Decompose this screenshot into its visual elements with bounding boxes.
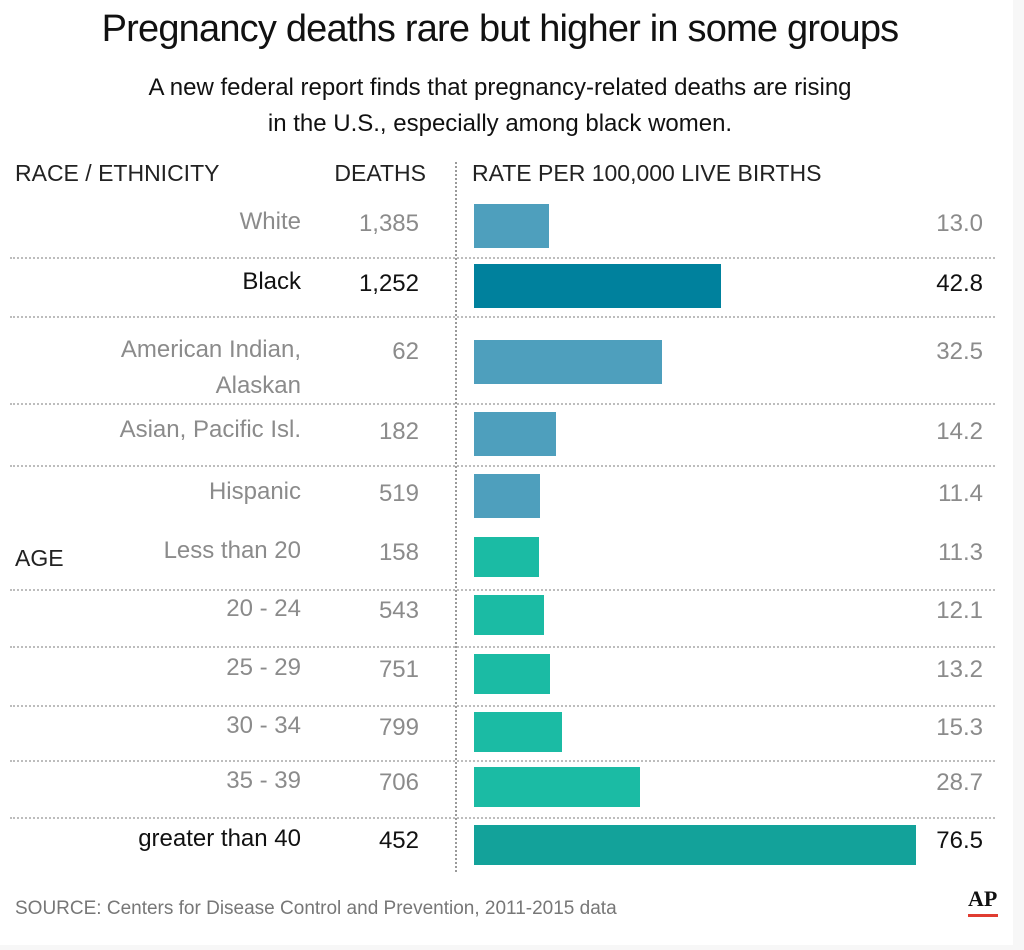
category-label: American Indian, Alaskan xyxy=(120,336,301,399)
source-note: SOURCE: Centers for Disease Control and … xyxy=(15,898,617,919)
rate-bar xyxy=(474,825,916,865)
rate-value-label: 13.0 xyxy=(936,210,983,237)
rate-bar xyxy=(474,412,556,456)
deaths-value: 452 xyxy=(378,827,419,854)
age-group-label: AGE xyxy=(15,545,64,571)
deaths-value: 1,385 xyxy=(358,210,419,237)
chart-title: Pregnancy deaths rare but higher in some… xyxy=(101,8,900,50)
category-label: Black xyxy=(242,268,301,295)
rate-value-label: 11.4 xyxy=(938,480,983,507)
rate-bar xyxy=(474,264,721,308)
deaths-column-header: DEATHS xyxy=(334,160,426,186)
rate-bar xyxy=(474,537,539,577)
row-separator xyxy=(10,316,995,318)
category-label: Less than 20 xyxy=(163,537,301,564)
deaths-value: 543 xyxy=(378,597,419,624)
deaths-value: 1,252 xyxy=(358,270,419,297)
rate-bar xyxy=(474,595,544,635)
category-label: Hispanic xyxy=(208,478,301,505)
row-separator xyxy=(10,817,995,819)
race-column-header: RACE / ETHNICITY xyxy=(15,160,220,186)
rate-value-label: 14.2 xyxy=(936,418,983,445)
row-separator xyxy=(10,465,995,467)
category-label: greater than 40 xyxy=(138,825,301,852)
rate-column-header: RATE PER 100,000 LIVE BIRTHS xyxy=(472,160,822,186)
rate-value-label: 13.2 xyxy=(936,656,983,683)
rate-bar xyxy=(474,767,640,807)
row-separator xyxy=(10,646,995,648)
column-divider xyxy=(455,162,457,872)
rate-bar xyxy=(474,712,562,752)
deaths-value: 751 xyxy=(378,656,419,683)
rate-value-label: 42.8 xyxy=(936,270,983,297)
row-separator xyxy=(10,589,995,591)
category-label: 35 - 39 xyxy=(226,767,301,794)
row-separator xyxy=(10,705,995,707)
ap-logo: AP xyxy=(968,886,998,911)
rate-value-label: 76.5 xyxy=(936,827,983,854)
category-label: White xyxy=(239,208,301,235)
rate-bar xyxy=(474,340,662,384)
deaths-value: 158 xyxy=(378,539,419,566)
rate-value-label: 28.7 xyxy=(936,769,983,796)
deaths-value: 706 xyxy=(378,769,419,796)
rate-value-label: 15.3 xyxy=(936,714,983,741)
category-label: 25 - 29 xyxy=(226,654,301,681)
rate-value-label: 12.1 xyxy=(936,597,983,624)
rate-value-label: 11.3 xyxy=(938,539,983,566)
deaths-value: 62 xyxy=(392,338,419,365)
rate-value-label: 32.5 xyxy=(936,338,983,365)
category-label: Asian, Pacific Isl. xyxy=(119,416,301,443)
ap-logo-underline xyxy=(968,914,998,917)
rate-bar xyxy=(474,474,540,518)
rate-bar xyxy=(474,654,550,694)
row-separator xyxy=(10,403,995,405)
category-label: 30 - 34 xyxy=(226,712,301,739)
deaths-value: 519 xyxy=(378,480,419,507)
chart-subtitle: A new federal report finds that pregnanc… xyxy=(148,74,852,137)
category-label: 20 - 24 xyxy=(226,595,301,622)
deaths-value: 182 xyxy=(378,418,419,445)
deaths-value: 799 xyxy=(378,714,419,741)
row-separator xyxy=(10,257,995,259)
rate-bar xyxy=(474,204,549,248)
row-separator xyxy=(10,760,995,762)
